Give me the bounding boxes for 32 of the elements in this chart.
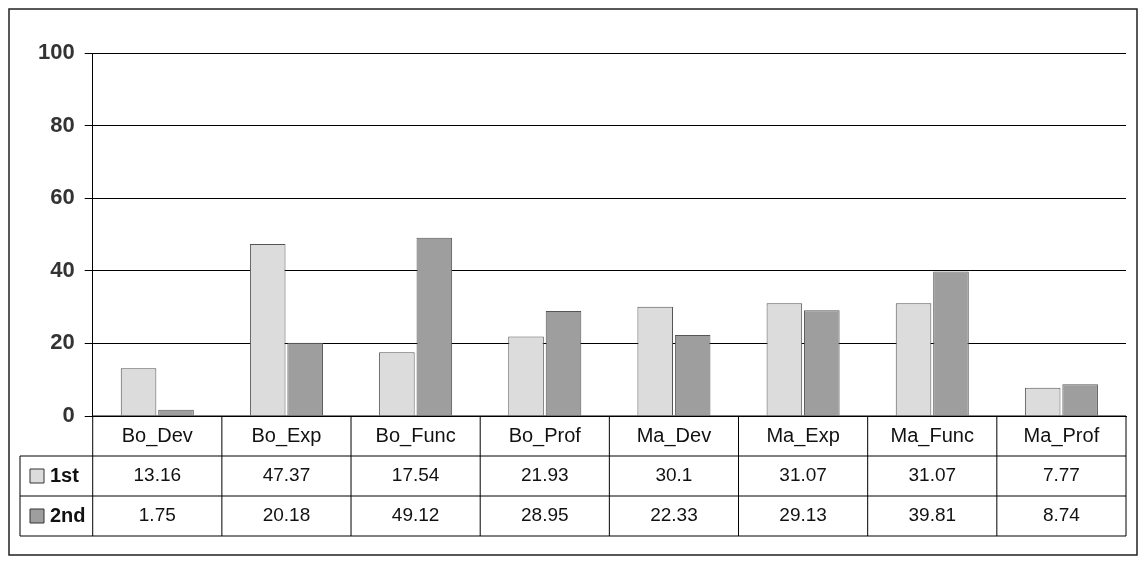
x-tick-label: Ma_Dev [636, 423, 712, 447]
y-tick-label: 20 [50, 329, 75, 355]
data-label: 47.37 [262, 464, 311, 486]
x-tick-label: Ma_Prof [1023, 423, 1100, 447]
x-tick-label: Ma_Func [890, 423, 974, 447]
data-label: 22.33 [650, 504, 698, 526]
data-label: 7.77 [1042, 464, 1080, 486]
x-tick-label: Bo_Func [375, 423, 456, 447]
y-tick-label: 80 [50, 111, 75, 137]
y-tick-label: 60 [50, 184, 75, 210]
data-label: 49.12 [391, 504, 440, 526]
data-label: 17.54 [391, 464, 440, 486]
legend-label: 1st [50, 463, 80, 486]
data-label: 28.95 [521, 504, 569, 526]
y-tick-label: 0 [62, 402, 75, 428]
data-label: 13.16 [133, 464, 182, 486]
data-label: 21.93 [521, 464, 569, 486]
data-label: 31.07 [779, 464, 827, 486]
y-tick-label: 40 [50, 256, 75, 282]
y-tick-label: 100 [37, 39, 75, 65]
data-label: 1.75 [138, 504, 176, 526]
legend-label: 2nd [50, 503, 86, 526]
data-label: 39.81 [908, 504, 957, 526]
data-label: 20.18 [262, 504, 311, 526]
data-label: 29.13 [779, 504, 827, 526]
data-label: 31.07 [908, 464, 957, 486]
x-tick-label: Bo_Exp [251, 423, 322, 447]
x-tick-label: Bo_Prof [508, 423, 582, 447]
data-label: 30.1 [655, 464, 693, 486]
data-label: 8.74 [1042, 504, 1081, 526]
x-tick-label: Bo_Dev [121, 423, 193, 447]
x-tick-label: Ma_Exp [766, 423, 840, 447]
